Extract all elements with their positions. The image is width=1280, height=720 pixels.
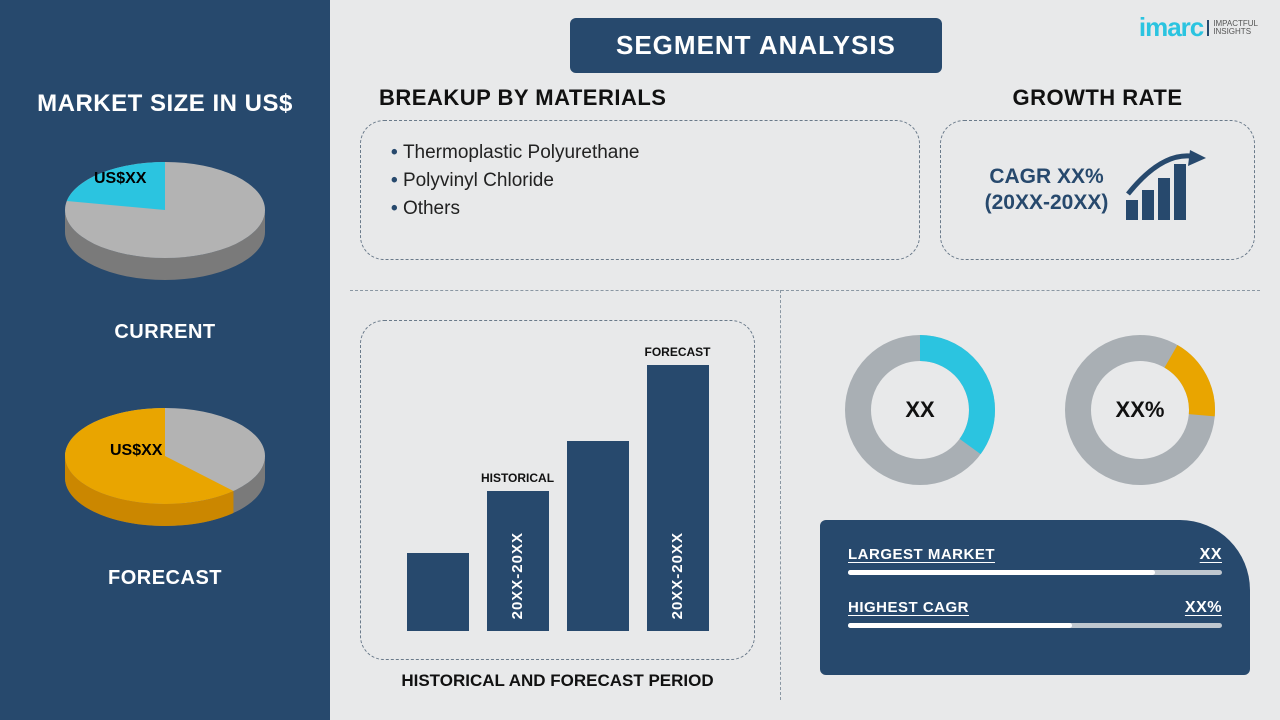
- main: SEGMENT ANALYSIS imarc IMPACTFUL INSIGHT…: [330, 0, 1280, 720]
- divider-horizontal: [350, 290, 1260, 291]
- logo-tagline: IMPACTFUL INSIGHTS: [1207, 20, 1258, 36]
- materials-item: Thermoplastic Polyurethane: [391, 139, 889, 167]
- info-bar-2: [848, 623, 1222, 628]
- growth-box: GROWTH RATE CAGR XX% (20XX-20XX): [940, 120, 1255, 260]
- period-box: HISTORICAL20XX-20XX FORECAST20XX-20XX HIS…: [360, 320, 755, 660]
- bar-chart: HISTORICAL20XX-20XX FORECAST20XX-20XX: [361, 351, 754, 631]
- pie-current-label: CURRENT: [50, 321, 280, 344]
- info-bar-1: [848, 570, 1222, 575]
- rings-area: XX XX%: [810, 330, 1250, 490]
- ring-1-label: XX: [905, 397, 934, 423]
- pie-forecast-label: FORECAST: [50, 567, 280, 590]
- sidebar: MARKET SIZE IN US$ US$XX CURRENT US$XX F…: [0, 0, 330, 720]
- divider-vertical: [780, 290, 781, 700]
- pie-forecast-value: US$XX: [110, 442, 162, 460]
- info-cagr-label: HIGHEST CAGR: [848, 599, 969, 617]
- sidebar-title: MARKET SIZE IN US$: [0, 90, 330, 118]
- bar: FORECAST20XX-20XX: [647, 365, 709, 631]
- materials-item: Others: [391, 195, 889, 223]
- ring-2: XX%: [1060, 330, 1220, 490]
- info-largest-value: XX: [1200, 546, 1222, 564]
- materials-title: BREAKUP BY MATERIALS: [379, 85, 666, 111]
- pie-forecast: US$XX FORECAST: [50, 394, 280, 590]
- info-cagr-value: XX%: [1185, 599, 1222, 617]
- materials-box: BREAKUP BY MATERIALS Thermoplastic Polyu…: [360, 120, 920, 260]
- bar: [567, 441, 629, 631]
- pie-chart-forecast: [50, 394, 280, 544]
- bar: HISTORICAL20XX-20XX: [487, 491, 549, 631]
- banner-title: SEGMENT ANALYSIS: [570, 18, 942, 73]
- growth-title: GROWTH RATE: [941, 85, 1254, 111]
- info-row-cagr: HIGHEST CAGR XX%: [848, 599, 1222, 628]
- info-panel: LARGEST MARKET XX HIGHEST CAGR XX%: [820, 520, 1250, 675]
- pie-chart-current: [50, 148, 280, 298]
- bar: [407, 553, 469, 631]
- period-caption: HISTORICAL AND FORECAST PERIOD: [361, 671, 754, 691]
- logo-text: imarc: [1139, 12, 1203, 43]
- ring-2-label: XX%: [1116, 397, 1165, 423]
- growth-text: CAGR XX% (20XX-20XX): [985, 164, 1109, 217]
- logo: imarc IMPACTFUL INSIGHTS: [1139, 12, 1258, 43]
- ring-1: XX: [840, 330, 1000, 490]
- pie-current: US$XX CURRENT: [50, 148, 280, 344]
- growth-arrow-icon: [1120, 150, 1210, 230]
- materials-list: Thermoplastic PolyurethanePolyvinyl Chlo…: [361, 121, 919, 241]
- pie-current-value: US$XX: [94, 170, 146, 188]
- materials-item: Polyvinyl Chloride: [391, 167, 889, 195]
- info-largest-label: LARGEST MARKET: [848, 546, 995, 564]
- info-row-largest: LARGEST MARKET XX: [848, 546, 1222, 575]
